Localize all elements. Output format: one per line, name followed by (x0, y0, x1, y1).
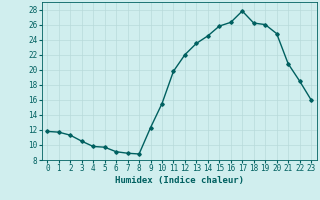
X-axis label: Humidex (Indice chaleur): Humidex (Indice chaleur) (115, 176, 244, 185)
